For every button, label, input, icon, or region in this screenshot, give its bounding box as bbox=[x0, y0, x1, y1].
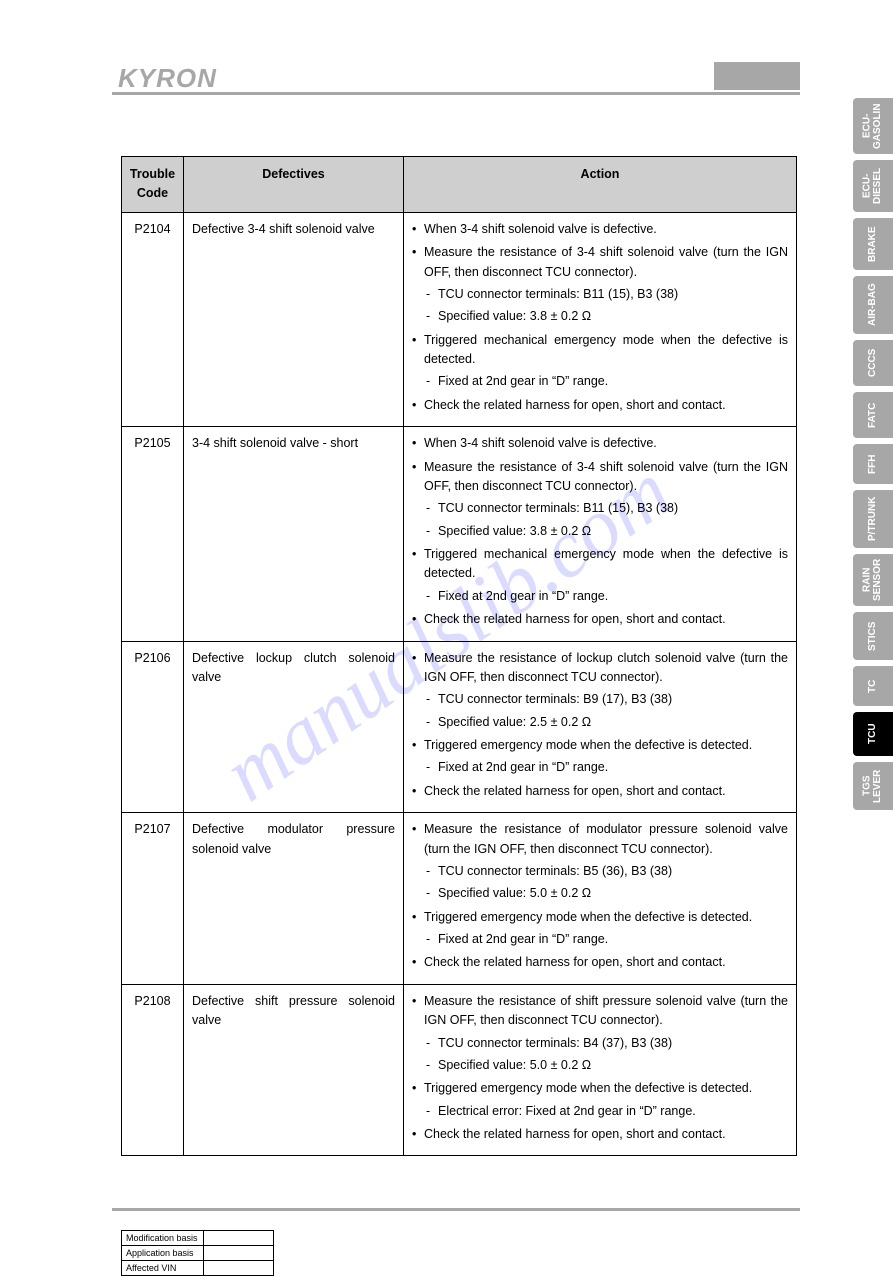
action-item: When 3-4 shift solenoid valve is defecti… bbox=[412, 434, 788, 453]
cell-action: Measure the resistance of shift pressure… bbox=[404, 984, 797, 1156]
brand-logo: KYRON bbox=[118, 63, 217, 94]
action-item: Triggered mechanical emergency mode when… bbox=[412, 331, 788, 392]
action-item: Check the related harness for open, shor… bbox=[412, 953, 788, 972]
action-subitem: TCU connector terminals: B11 (15), B3 (3… bbox=[424, 285, 788, 304]
revision-row: Modification basis bbox=[122, 1231, 274, 1246]
table-row: P21053-4 shift solenoid valve - short Whe… bbox=[122, 427, 797, 641]
action-item: When 3-4 shift solenoid valve is defecti… bbox=[412, 220, 788, 239]
revision-row: Application basis bbox=[122, 1246, 274, 1261]
action-subitem: Specified value: 2.5 ± 0.2 Ω bbox=[424, 713, 788, 732]
cell-action: Measure the resistance of modulator pres… bbox=[404, 813, 797, 985]
side-tab[interactable]: ECU- DIESEL bbox=[853, 160, 893, 212]
action-subitem: Fixed at 2nd gear in “D” range. bbox=[424, 372, 788, 391]
th-action: Action bbox=[404, 157, 797, 213]
action-subitem: Specified value: 3.8 ± 0.2 Ω bbox=[424, 522, 788, 541]
side-tab[interactable]: AIR-BAG bbox=[853, 276, 893, 334]
side-tab[interactable]: ECU- GASOLIN bbox=[853, 98, 893, 154]
side-tab[interactable]: TCU bbox=[853, 712, 893, 756]
side-tab[interactable]: CCCS bbox=[853, 340, 893, 386]
header-block bbox=[714, 62, 800, 90]
table-row: P2106Defective lockup clutch solenoid va… bbox=[122, 641, 797, 813]
cell-defectives: Defective shift pressure solenoid valve bbox=[184, 984, 404, 1156]
action-subitem: Specified value: 5.0 ± 0.2 Ω bbox=[424, 884, 788, 903]
action-item: Triggered emergency mode when the defect… bbox=[412, 1079, 788, 1121]
cell-code: P2107 bbox=[122, 813, 184, 985]
action-item: Check the related harness for open, shor… bbox=[412, 782, 788, 801]
action-item: Measure the resistance of 3-4 shift sole… bbox=[412, 243, 788, 327]
action-item: Measure the resistance of 3-4 shift sole… bbox=[412, 458, 788, 542]
action-subitem: TCU connector terminals: B9 (17), B3 (38… bbox=[424, 690, 788, 709]
cell-code: P2108 bbox=[122, 984, 184, 1156]
action-item: Check the related harness for open, shor… bbox=[412, 1125, 788, 1144]
trouble-code-table: Trouble Code Defectives Action P2104Defe… bbox=[121, 156, 797, 1156]
side-tab[interactable]: STICS bbox=[853, 612, 893, 660]
cell-defectives: Defective modulator pressure solenoid va… bbox=[184, 813, 404, 985]
revision-label: Modification basis bbox=[122, 1231, 204, 1246]
action-item: Triggered emergency mode when the defect… bbox=[412, 736, 788, 778]
action-item: Triggered emergency mode when the defect… bbox=[412, 908, 788, 950]
table-row: P2107Defective modulator pressure soleno… bbox=[122, 813, 797, 985]
th-code: Trouble Code bbox=[122, 157, 184, 213]
action-item: Measure the resistance of modulator pres… bbox=[412, 820, 788, 904]
table-row: P2108Defective shift pressure solenoid v… bbox=[122, 984, 797, 1156]
action-item: Check the related harness for open, shor… bbox=[412, 396, 788, 415]
action-subitem: TCU connector terminals: B11 (15), B3 (3… bbox=[424, 499, 788, 518]
cell-action: Measure the resistance of lockup clutch … bbox=[404, 641, 797, 813]
action-subitem: Electrical error: Fixed at 2nd gear in “… bbox=[424, 1102, 788, 1121]
header-rule bbox=[112, 92, 800, 95]
side-tab[interactable]: FFH bbox=[853, 444, 893, 484]
action-subitem: Fixed at 2nd gear in “D” range. bbox=[424, 758, 788, 777]
cell-code: P2104 bbox=[122, 212, 184, 426]
cell-action: When 3-4 shift solenoid valve is defecti… bbox=[404, 427, 797, 641]
action-subitem: Specified value: 5.0 ± 0.2 Ω bbox=[424, 1056, 788, 1075]
cell-defectives: Defective 3-4 shift solenoid valve bbox=[184, 212, 404, 426]
cell-action: When 3-4 shift solenoid valve is defecti… bbox=[404, 212, 797, 426]
cell-code: P2106 bbox=[122, 641, 184, 813]
table-row: P2104Defective 3-4 shift solenoid valve W… bbox=[122, 212, 797, 426]
action-subitem: TCU connector terminals: B5 (36), B3 (38… bbox=[424, 862, 788, 881]
action-item: Triggered mechanical emergency mode when… bbox=[412, 545, 788, 606]
action-item: Measure the resistance of lockup clutch … bbox=[412, 649, 788, 733]
action-subitem: Specified value: 3.8 ± 0.2 Ω bbox=[424, 307, 788, 326]
action-subitem: Fixed at 2nd gear in “D” range. bbox=[424, 587, 788, 606]
cell-code: P2105 bbox=[122, 427, 184, 641]
cell-defectives: Defective lockup clutch solenoid valve bbox=[184, 641, 404, 813]
revision-label: Application basis bbox=[122, 1246, 204, 1261]
action-subitem: TCU connector terminals: B4 (37), B3 (38… bbox=[424, 1034, 788, 1053]
side-tab[interactable]: BRAKE bbox=[853, 218, 893, 270]
revision-table: Modification basisApplication basisAffec… bbox=[121, 1230, 274, 1276]
revision-value bbox=[204, 1231, 274, 1246]
action-item: Measure the resistance of shift pressure… bbox=[412, 992, 788, 1076]
revision-value bbox=[204, 1246, 274, 1261]
side-tab[interactable]: RAIN SENSOR bbox=[853, 554, 893, 606]
cell-defectives: 3-4 shift solenoid valve - short bbox=[184, 427, 404, 641]
side-tab[interactable]: P/TRUNK bbox=[853, 490, 893, 548]
action-item: Check the related harness for open, shor… bbox=[412, 610, 788, 629]
side-tab[interactable]: FATC bbox=[853, 392, 893, 438]
side-tabs: ECU- GASOLIN ECU- DIESEL BRAKE AIR-BAG CCCS F… bbox=[853, 98, 893, 810]
footer-rule bbox=[112, 1208, 800, 1211]
side-tab[interactable]: TGS LEVER bbox=[853, 762, 893, 810]
side-tab[interactable]: TC bbox=[853, 666, 893, 706]
action-subitem: Fixed at 2nd gear in “D” range. bbox=[424, 930, 788, 949]
th-defectives: Defectives bbox=[184, 157, 404, 213]
